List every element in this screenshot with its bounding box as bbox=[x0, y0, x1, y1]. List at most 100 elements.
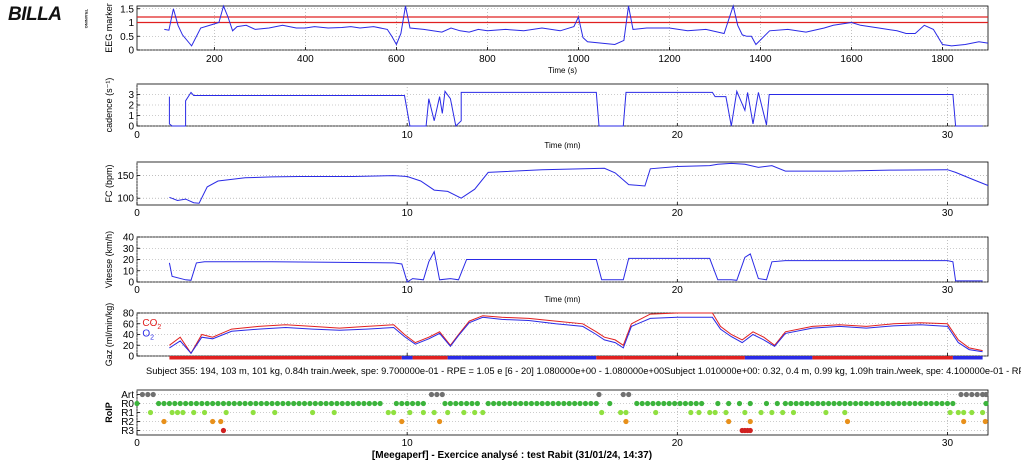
marker-r0 bbox=[291, 400, 297, 407]
marker-r0 bbox=[715, 400, 721, 407]
y-tick-label: 0 bbox=[128, 122, 134, 133]
x-tick-label: 10 bbox=[402, 208, 414, 219]
marker-art bbox=[139, 391, 146, 398]
marker-r0 bbox=[726, 400, 732, 407]
marker-r0 bbox=[693, 400, 699, 407]
marker-r0 bbox=[645, 400, 651, 407]
marker-r1 bbox=[707, 409, 713, 416]
marker-r1 bbox=[385, 409, 391, 416]
x-tick-label: 30 bbox=[942, 438, 954, 449]
marker-r0 bbox=[774, 400, 780, 407]
y-tick-label: 1 bbox=[128, 18, 134, 29]
marker-r0 bbox=[215, 400, 221, 407]
marker-r0 bbox=[161, 400, 167, 407]
marker-r1 bbox=[961, 409, 967, 416]
marker-r0 bbox=[983, 400, 989, 407]
marker-r0 bbox=[485, 400, 491, 407]
x-tick-label: 30 bbox=[942, 208, 954, 219]
marker-r0 bbox=[318, 400, 324, 407]
marker-r1 bbox=[250, 409, 256, 416]
x-tick-label: 200 bbox=[206, 54, 223, 65]
marker-r0 bbox=[923, 400, 929, 407]
marker-r0 bbox=[763, 400, 770, 407]
marker-r0 bbox=[682, 400, 689, 407]
marker-r0 bbox=[204, 400, 210, 407]
marker-r0 bbox=[280, 400, 286, 407]
marker-r1 bbox=[445, 409, 451, 416]
x-tick-label: 30 bbox=[942, 130, 954, 141]
x-tick-label: 0 bbox=[134, 285, 140, 296]
marker-r0 bbox=[798, 400, 805, 407]
marker-r0 bbox=[474, 400, 480, 407]
marker-r2 bbox=[161, 418, 167, 425]
y-tick-label: 40 bbox=[123, 233, 135, 244]
marker-r0 bbox=[199, 400, 205, 407]
status-band-segment bbox=[169, 356, 205, 360]
marker-r2 bbox=[844, 418, 851, 425]
y-tick-label: 0 bbox=[128, 278, 134, 289]
marker-art bbox=[958, 391, 964, 398]
x-tick-label: 800 bbox=[479, 54, 496, 65]
marker-r0 bbox=[545, 400, 551, 407]
marker-art bbox=[439, 391, 445, 398]
marker-r0 bbox=[469, 400, 475, 407]
marker-r2 bbox=[210, 418, 216, 425]
status-band-segment bbox=[596, 356, 624, 360]
marker-r1 bbox=[147, 409, 154, 416]
y-tick-label: 2 bbox=[128, 101, 134, 112]
marker-r0 bbox=[177, 400, 183, 407]
marker-r1 bbox=[653, 409, 659, 416]
marker-r0 bbox=[607, 400, 613, 407]
marker-r1 bbox=[769, 409, 775, 416]
x-tick-label: 10 bbox=[402, 130, 414, 141]
marker-r0 bbox=[496, 400, 502, 407]
marker-r0 bbox=[555, 400, 562, 407]
marker-r0 bbox=[463, 400, 470, 407]
marker-r1 bbox=[191, 409, 197, 416]
y-tick-label: 10 bbox=[123, 266, 135, 277]
marker-r1 bbox=[723, 409, 729, 416]
marker-r0 bbox=[588, 400, 594, 407]
marker-r0 bbox=[912, 400, 918, 407]
marker-r0 bbox=[264, 400, 270, 407]
marker-r0 bbox=[350, 400, 356, 407]
marker-r2 bbox=[982, 418, 988, 425]
marker-r0 bbox=[247, 400, 254, 407]
status-band-segment bbox=[412, 356, 448, 360]
marker-r0 bbox=[699, 400, 705, 407]
marker-r0 bbox=[858, 400, 864, 407]
marker-r1 bbox=[472, 409, 478, 416]
marker-r2 bbox=[218, 418, 224, 425]
x-axis-label: Time (mn) bbox=[544, 141, 580, 150]
marker-r0 bbox=[404, 400, 410, 407]
y-tick-label: 0.5 bbox=[120, 32, 134, 43]
marker-r0 bbox=[782, 400, 788, 407]
marker-r0 bbox=[323, 400, 329, 407]
status-band-segment bbox=[725, 356, 745, 360]
status-band-segment bbox=[401, 356, 413, 360]
marker-r1 bbox=[331, 409, 337, 416]
status-band-segment bbox=[447, 356, 462, 360]
y-tick-label: 60 bbox=[123, 319, 135, 330]
marker-r0 bbox=[582, 400, 589, 407]
marker-r0 bbox=[901, 400, 907, 407]
status-band-segment bbox=[744, 356, 813, 360]
marker-r0 bbox=[572, 400, 578, 407]
marker-r0 bbox=[188, 400, 194, 407]
marker-r0 bbox=[355, 400, 362, 407]
y-tick-label: R2 bbox=[121, 417, 134, 428]
marker-r1 bbox=[223, 409, 229, 416]
x-tick-label: 1400 bbox=[749, 54, 772, 65]
marker-r0 bbox=[788, 400, 794, 407]
marker-r1 bbox=[407, 409, 413, 416]
marker-r0 bbox=[885, 400, 891, 407]
x-tick-label: 30 bbox=[942, 285, 954, 296]
marker-r0 bbox=[372, 400, 378, 407]
marker-art bbox=[434, 391, 440, 398]
marker-r0 bbox=[134, 400, 140, 407]
x-axis-label: Time (mn) bbox=[544, 295, 580, 304]
marker-r0 bbox=[890, 400, 897, 407]
marker-r0 bbox=[896, 400, 902, 407]
marker-r0 bbox=[688, 400, 694, 407]
marker-r0 bbox=[361, 400, 367, 407]
